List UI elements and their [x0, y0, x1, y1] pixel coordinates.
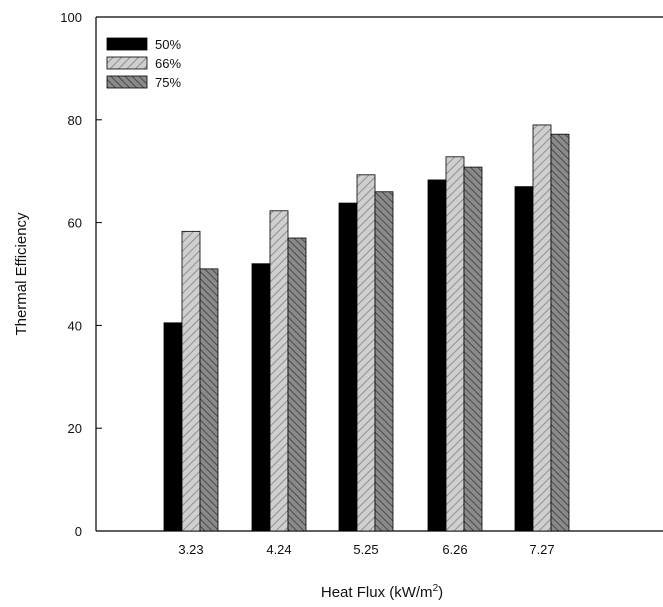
bar-75pct-7.27: [550, 133, 570, 532]
x-tick-label: 3.23: [178, 542, 203, 557]
x-axis-title-end: ): [438, 584, 443, 601]
x-tick-label: 7.27: [529, 542, 554, 557]
bars: [163, 124, 570, 532]
legend-label: 50%: [155, 37, 181, 52]
bar-66pct-6.26: [445, 156, 465, 532]
y-tick-label: 60: [68, 216, 82, 231]
y-tick-label: 80: [68, 113, 82, 128]
bar-66pct-5.25: [356, 174, 376, 532]
legend-swatch: [106, 56, 148, 70]
legend: 50% 66% 75%: [106, 37, 181, 90]
bar-75pct-3.23: [199, 268, 219, 532]
bar-75pct-4.24: [287, 237, 307, 532]
y-tick-label: 0: [75, 524, 82, 539]
legend-swatch: [106, 37, 148, 51]
bar-50pct-6.26: [427, 179, 447, 532]
y-tick-label: 20: [68, 421, 82, 436]
x-axis-title-superscript: 2: [433, 583, 439, 594]
x-tick-label: 5.25: [353, 542, 378, 557]
bar-50pct-3.23: [163, 322, 183, 532]
y-axis-title: Thermal Efficiency: [13, 212, 30, 336]
x-tick-label: 4.24: [266, 542, 291, 557]
bar-50pct-7.27: [514, 186, 534, 532]
x-axis-title: Heat Flux (kW/m2): [321, 583, 443, 601]
x-ticks: 3.23 4.24 5.25 6.26 7.27: [178, 526, 555, 557]
bar-75pct-6.26: [463, 166, 483, 532]
x-axis-title-main: Heat Flux (kW/m: [321, 584, 433, 601]
bar-66pct-7.27: [532, 124, 552, 532]
x-tick-label: 6.26: [442, 542, 467, 557]
legend-label: 75%: [155, 75, 181, 90]
bar-66pct-4.24: [269, 210, 289, 532]
legend-swatch: [106, 75, 148, 89]
bar-66pct-3.23: [181, 230, 201, 532]
bar-50pct-4.24: [251, 263, 271, 532]
bar-50pct-5.25: [338, 202, 358, 532]
y-ticks: 0 20 40 60 80 100: [60, 10, 102, 539]
y-tick-label: 40: [68, 318, 82, 333]
legend-label: 66%: [155, 56, 181, 71]
bar-75pct-5.25: [374, 191, 394, 532]
y-tick-label: 100: [60, 10, 82, 25]
